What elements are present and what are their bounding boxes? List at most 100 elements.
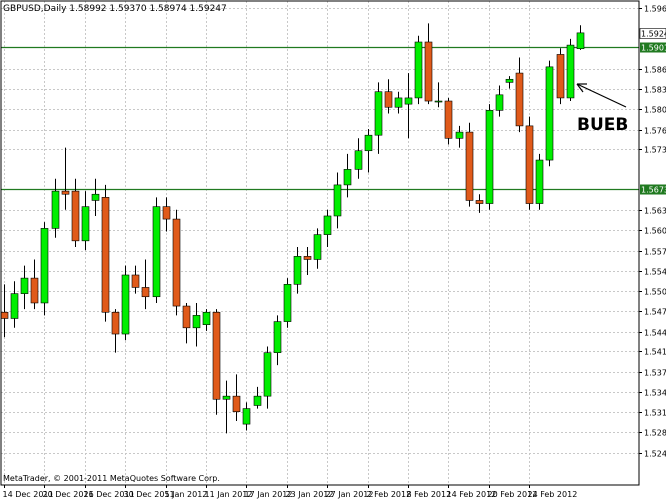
candle-body	[556, 54, 565, 99]
price-tick-label: 1.59640	[644, 5, 666, 14]
candle	[434, 82, 443, 108]
candle	[20, 265, 29, 310]
candle-body	[566, 44, 575, 99]
candle-body	[444, 100, 453, 139]
time-tick-label: 14 Feb 2012	[447, 490, 497, 499]
candle-body	[10, 293, 19, 319]
price-tick-label: 1.58670	[644, 66, 666, 75]
candle	[515, 57, 524, 133]
current-price-box	[639, 28, 666, 39]
candle	[253, 386, 262, 409]
candle-body	[182, 305, 191, 329]
copyright-text: MetaTrader, © 2001-2011 MetaQuotes Softw…	[3, 474, 220, 483]
candle-body	[303, 256, 312, 260]
candle	[61, 147, 70, 210]
candle	[535, 153, 544, 210]
candle-body	[293, 256, 302, 285]
annotation-label: BUEB	[577, 115, 628, 135]
candle-body	[20, 277, 29, 294]
candle-body	[545, 66, 554, 161]
price-tick-label: 1.54770	[644, 308, 666, 317]
candle-body	[475, 200, 484, 204]
price-tick-label: 1.57690	[644, 127, 666, 136]
candle-body	[121, 274, 130, 335]
time-tick-label: 27 Jan 2012	[326, 490, 374, 499]
annotation: BUEB	[576, 83, 628, 135]
candle-body	[485, 110, 494, 204]
price-tick-label: 1.52820	[644, 429, 666, 438]
candle	[444, 97, 453, 145]
candle	[303, 247, 312, 275]
candle	[465, 122, 474, 207]
arrow-icon	[576, 83, 627, 108]
candle	[354, 138, 363, 179]
time-tick-label: 23 Jan 2012	[286, 490, 334, 499]
time-tick-label: 24 Feb 2012	[528, 490, 578, 499]
candle	[101, 184, 110, 322]
candle	[232, 374, 241, 422]
price-tick-label: 1.53140	[644, 409, 666, 418]
candle	[141, 259, 150, 310]
candle-body	[263, 352, 272, 397]
candle-body	[71, 190, 80, 242]
candle	[131, 265, 140, 294]
time-tick-label: 8 Feb 2012	[407, 490, 452, 499]
candle	[91, 178, 100, 216]
price-tick-label: 1.58020	[644, 106, 666, 115]
candle-body	[81, 206, 90, 242]
current-price-label: 1.59247	[641, 30, 666, 39]
candle	[333, 172, 342, 229]
candle	[485, 104, 494, 210]
candle	[10, 281, 19, 328]
candle-body	[111, 311, 120, 335]
candle-body	[414, 41, 423, 99]
candle-body	[242, 408, 251, 425]
grid	[1, 1, 639, 485]
price-tick-label: 1.54120	[644, 348, 666, 357]
symbol-info: GBPUSD,Daily 1.58992 1.59370 1.58974 1.5…	[3, 4, 227, 14]
time-tick-label: 14 Dec 2011	[3, 490, 54, 499]
candle	[273, 315, 282, 366]
candle-body	[515, 72, 524, 127]
candle-body	[0, 311, 9, 319]
candle-body	[61, 190, 70, 195]
candle-body	[192, 315, 201, 329]
candle	[81, 191, 90, 251]
candle-body	[404, 97, 413, 105]
time-tick-label: 30 Dec 2011	[124, 490, 175, 499]
candle-body	[152, 206, 161, 298]
candle	[364, 128, 373, 173]
candle	[71, 178, 80, 248]
candle	[172, 209, 181, 316]
candle	[222, 380, 231, 434]
candle	[162, 197, 171, 232]
candle-body	[505, 78, 514, 83]
candle	[374, 82, 383, 154]
price-tick-label: 1.58340	[644, 86, 666, 95]
candle	[505, 76, 514, 89]
candle	[283, 278, 292, 328]
candle-body	[283, 284, 292, 322]
candle	[404, 73, 413, 139]
chart-frame	[0, 0, 640, 486]
candle	[556, 48, 565, 105]
candle	[242, 402, 251, 431]
candle	[152, 197, 161, 303]
candle-body	[212, 311, 221, 400]
time-tick-label: 11 Jan 2012	[205, 490, 253, 499]
candle-body	[535, 159, 544, 204]
candle-body	[253, 395, 262, 406]
candle-body	[374, 91, 383, 136]
candle-body	[101, 197, 110, 313]
candle	[424, 23, 433, 105]
candle-body	[273, 321, 282, 353]
candle-body	[343, 169, 352, 186]
candle	[545, 60, 554, 167]
candle	[263, 346, 272, 409]
price-tick-label: 1.57370	[644, 146, 666, 155]
candle	[212, 309, 221, 415]
candle	[384, 79, 393, 114]
candle-body	[465, 131, 474, 201]
candle	[566, 38, 575, 102]
